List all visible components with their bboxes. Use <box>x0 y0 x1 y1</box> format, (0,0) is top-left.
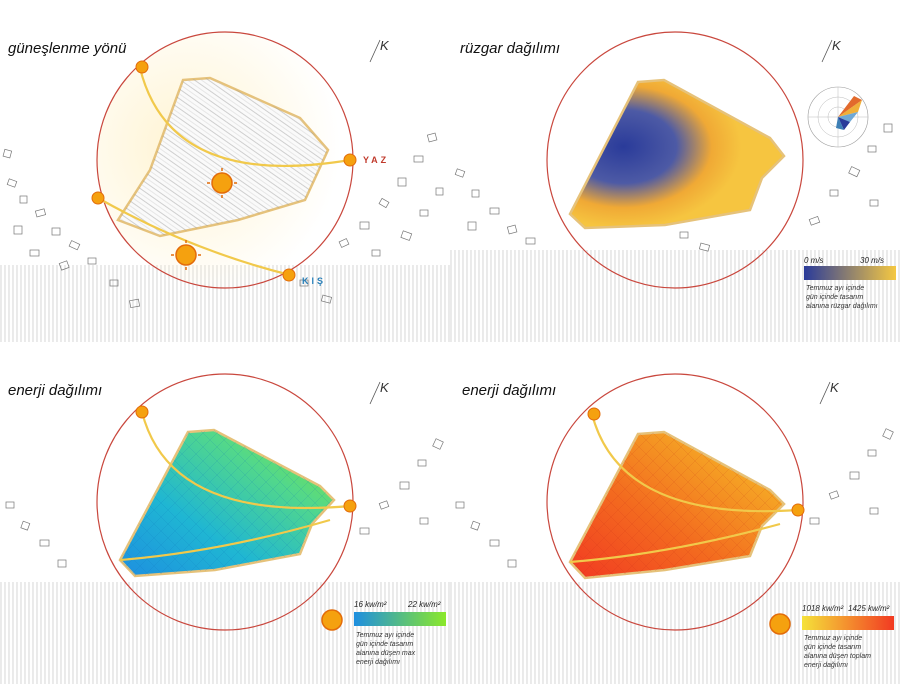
north-label: K <box>380 380 389 395</box>
wind-rose <box>807 86 869 148</box>
legend-min-label: 16 kw/m² <box>354 600 387 609</box>
horizon-circle <box>546 373 804 631</box>
street-hatch-background <box>450 582 900 684</box>
legend-color-bar <box>804 266 896 280</box>
sun-icon <box>135 405 357 631</box>
panel-energy-max: enerji dağılımı K 16 kw/m² 22 kw/m² Temm… <box>0 342 450 684</box>
sun-icon <box>91 60 357 282</box>
north-label: K <box>830 380 839 395</box>
winter-label: KIŞ <box>302 276 327 286</box>
building-footprints <box>454 123 893 252</box>
summer-sun-path <box>138 67 351 167</box>
mesh-overlay <box>570 432 784 578</box>
energy-total-diagram <box>450 373 900 684</box>
legend-note: Temmuz ayı içinde gün içinde tasarım ala… <box>804 635 871 669</box>
legend-max-label: 30 m/s <box>860 256 885 265</box>
mesh-overlay <box>120 430 334 576</box>
legend-max-label: 1425 kw/m² <box>848 604 890 613</box>
building-footprints <box>455 428 894 568</box>
legend-note: Temmuz ayı içinde gün içinde tasarım ala… <box>356 632 416 666</box>
north-label: K <box>380 38 389 53</box>
energy-max-diagram <box>0 373 450 684</box>
legend-note: Temmuz ayı içinde gün içinde tasarım ala… <box>806 285 878 310</box>
north-arrow <box>369 381 381 405</box>
north-arrow <box>821 39 833 63</box>
panel-title: enerji dağılımı <box>462 382 557 399</box>
panel-sun-orientation: güneşlenme yönü K YAZ KIŞ <box>0 0 450 342</box>
panel-title: enerji dağılımı <box>8 382 103 399</box>
legend-min-label: 1018 kw/m² <box>802 604 844 613</box>
panel-wind-distribution: rüzgar dağılımı K 0 m/s 30 m/s Temmuz ay… <box>450 0 900 342</box>
legend-color-bar <box>354 612 446 626</box>
sun-path <box>119 411 351 562</box>
street-hatch-background <box>0 582 450 684</box>
legend-max-label: 22 kw/m² <box>408 600 441 609</box>
street-hatch-background <box>450 250 900 342</box>
winter-sun-path <box>97 197 291 277</box>
building-footprints <box>2 132 444 309</box>
sun-path <box>569 413 799 564</box>
north-arrow <box>819 381 831 405</box>
legend-color-bar <box>802 616 894 630</box>
building-footprints <box>5 438 444 568</box>
sun-diagram <box>0 31 450 342</box>
panel-energy-total: enerji dağılımı K 1018 kw/m² 1425 kw/m² … <box>450 342 900 684</box>
north-label: K <box>832 38 841 53</box>
summer-label: YAZ <box>363 155 390 165</box>
legend-min-label: 0 m/s <box>804 256 824 265</box>
horizon-circle <box>546 31 804 289</box>
north-arrow <box>369 39 381 63</box>
sun-icon <box>587 407 805 635</box>
wind-diagram <box>450 31 900 342</box>
panel-title: rüzgar dağılımı <box>460 40 561 57</box>
wind-heatmap-site <box>568 78 786 230</box>
panel-title: güneşlenme yönü <box>8 40 127 57</box>
